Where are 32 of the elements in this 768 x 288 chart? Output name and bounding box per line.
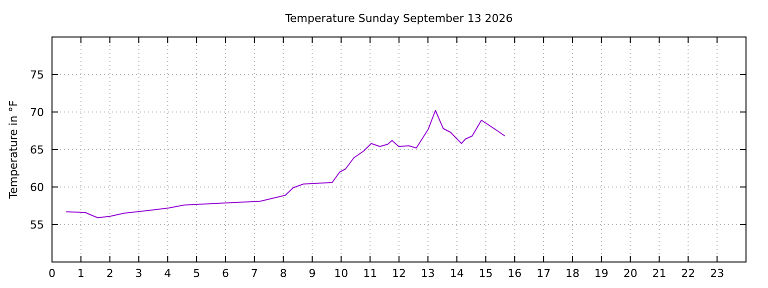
line-series bbox=[66, 110, 506, 218]
x-tick-label: 8 bbox=[280, 267, 287, 280]
x-tick-label: 7 bbox=[250, 267, 258, 280]
x-tick-label: 19 bbox=[594, 267, 608, 280]
x-tick-label: 15 bbox=[478, 267, 493, 280]
x-tick-label: 5 bbox=[193, 267, 200, 280]
x-tick-label: 0 bbox=[48, 267, 56, 280]
x-tick-label: 1 bbox=[77, 267, 84, 280]
x-tick-label: 20 bbox=[623, 267, 638, 280]
y-tick-label: 60 bbox=[30, 181, 44, 194]
x-tick-label: 2 bbox=[106, 267, 114, 280]
x-tick-label: 12 bbox=[392, 267, 406, 280]
x-tick-label: 3 bbox=[135, 267, 142, 280]
x-tick-label: 9 bbox=[308, 267, 316, 280]
x-tick-label: 10 bbox=[334, 267, 348, 280]
y-axis-title: Temperature in °F bbox=[7, 100, 20, 200]
x-tick-label: 18 bbox=[566, 267, 580, 280]
y-tick-label: 75 bbox=[30, 68, 44, 82]
y-tick-label: 55 bbox=[30, 218, 44, 232]
x-tick-label: 17 bbox=[536, 267, 551, 280]
y-tick-label: 70 bbox=[30, 106, 44, 119]
x-tick-label: 13 bbox=[420, 267, 435, 280]
y-tick-label: 65 bbox=[30, 144, 44, 156]
x-tick-label: 22 bbox=[681, 267, 696, 280]
x-tick-label: 21 bbox=[652, 267, 666, 280]
chart-title: Temperature Sunday September 13 2026 bbox=[284, 12, 513, 25]
x-tick-label: 14 bbox=[450, 267, 464, 280]
x-tick-label: 23 bbox=[710, 267, 724, 280]
x-tick-label: 4 bbox=[164, 267, 172, 280]
x-tick-label: 6 bbox=[222, 267, 229, 280]
x-tick-label: 11 bbox=[363, 267, 378, 280]
x-tick-label: 16 bbox=[508, 267, 522, 280]
